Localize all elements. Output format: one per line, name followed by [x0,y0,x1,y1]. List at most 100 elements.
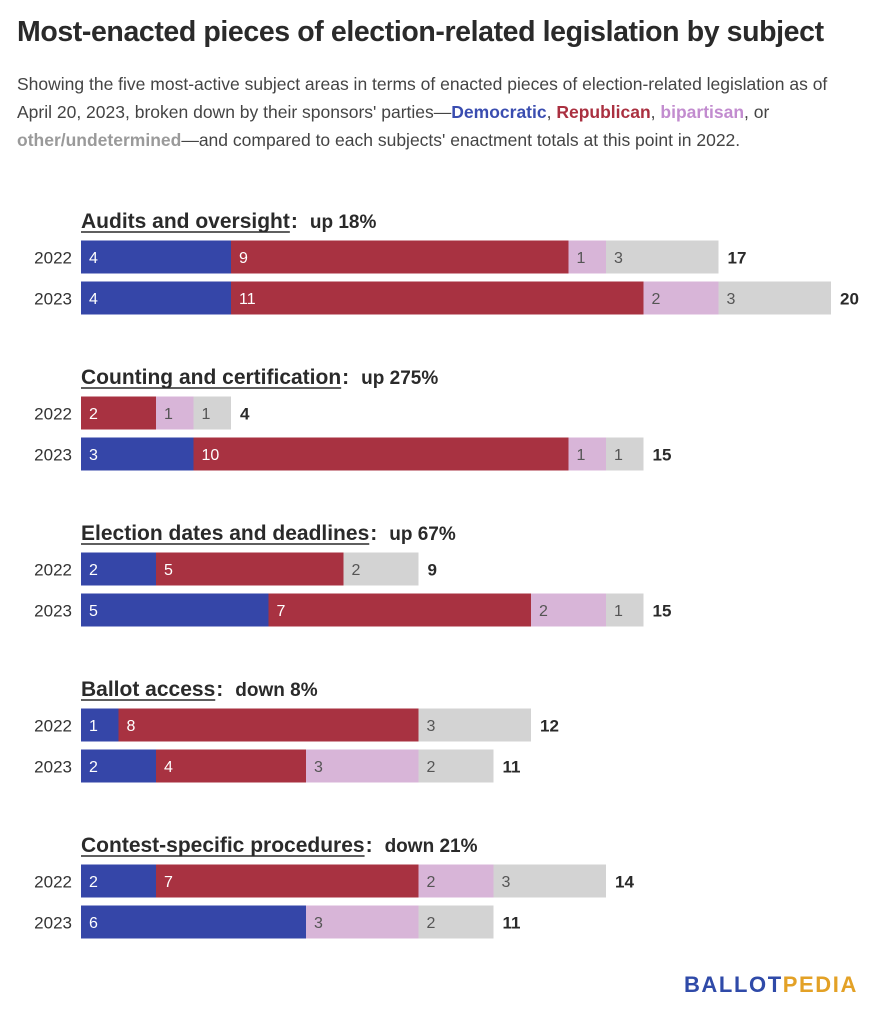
segment-value-label: 4 [89,250,98,267]
segment-value-label: 2 [89,874,98,891]
bar-segment-democratic [81,905,306,939]
bar-segment-other [418,749,494,783]
segment-value-label: 1 [614,603,623,620]
segment-value-label: 3 [502,874,511,891]
bar-segment-democratic [81,593,269,627]
segment-value-label: 2 [89,406,98,423]
bar-segment-republican [156,864,419,898]
bar-segment-democratic [81,240,231,274]
segment-value-label: 2 [352,562,361,579]
segment-value-label: 1 [577,447,586,464]
change-label: up 18% [310,212,377,233]
segment-value-label: 3 [89,447,98,464]
bar-total-label: 11 [503,914,521,933]
segment-value-label: 2 [427,915,436,932]
year-label: 2023 [34,446,72,465]
bar-total-label: 9 [428,561,437,580]
bar-segment-republican [193,437,569,471]
bar-segment-other [606,240,719,274]
bar-segment-bipartisan [643,281,719,315]
bar-segment-democratic [81,552,156,586]
bar-segment-other [493,864,606,898]
segment-value-label: 2 [89,562,98,579]
bar-segment-bipartisan [568,240,606,274]
legend-bipartisan: bipartisan [660,102,745,122]
logo-ballot: BALLOT [683,972,783,997]
bar-segment-other [606,437,644,471]
segment-value-label: 2 [89,759,98,776]
bar-segment-democratic [81,864,156,898]
year-label: 2022 [34,249,72,268]
stacked-bar-chart: Audits and oversight: up 18%2022 4 9 1 3 17202… [34,210,859,939]
change-label: up 67% [389,524,456,545]
segment-value-label: 8 [127,718,136,735]
year-label: 2022 [34,405,72,424]
bar-segment-republican [156,749,306,783]
bar-segment-democratic [81,708,119,742]
segment-value-label: 1 [164,406,173,423]
segment-value-label: 1 [202,406,211,423]
bar-total-label: 12 [540,717,559,736]
bar-segment-republican [231,240,569,274]
segment-value-label: 4 [164,759,173,776]
year-label: 2023 [34,602,72,621]
bar-segment-other [343,552,419,586]
change-label: down 8% [235,680,317,701]
year-label: 2023 [34,290,72,309]
bar-segment-bipartisan [531,593,606,627]
subtitle-separator: , [546,102,557,122]
bar-segment-republican [81,396,156,430]
subject-colon: : [366,834,373,857]
legend-other: other/undetermined [17,130,182,150]
bar-segment-bipartisan [156,396,194,430]
subject-label: Ballot access [81,678,215,701]
bar-total-label: 14 [615,873,634,892]
bar-segment-bipartisan [568,437,606,471]
logo-pedia: PEDIA [782,972,858,997]
segment-value-label: 1 [89,718,98,735]
subtitle-text: —and compared to each subjects' enactmen… [181,130,741,150]
legend-republican: Republican [556,102,651,122]
bar-segment-bipartisan [418,864,494,898]
segment-value-label: 11 [239,291,256,308]
segment-value-label: 2 [427,759,436,776]
segment-value-label: 6 [89,915,98,932]
legend-democratic: Democratic [451,102,547,122]
bar-segment-other [193,396,231,430]
segment-value-label: 3 [614,250,623,267]
bar-segment-republican [118,708,419,742]
bar-segment-other [418,905,494,939]
bar-segment-other [606,593,644,627]
bar-segment-democratic [81,749,156,783]
subtitle-text: Showing the five most-active subject are… [17,74,828,122]
bar-segment-republican [231,281,644,315]
subject-label: Contest-specific procedures [81,834,365,857]
segment-value-label: 7 [277,603,286,620]
segment-value-label: 5 [89,603,98,620]
subject-label: Counting and certification [81,366,341,389]
bar-segment-other [418,708,531,742]
year-label: 2022 [34,717,72,736]
bar-segment-republican [268,593,531,627]
bar-segment-bipartisan [306,749,419,783]
change-label: up 275% [361,368,438,389]
subject-colon: : [342,366,349,389]
subject-label: Election dates and deadlines [81,522,369,545]
year-label: 2023 [34,758,72,777]
bar-total-label: 15 [653,446,672,465]
subject-colon: : [216,678,223,701]
change-label: down 21% [385,836,478,857]
subject-colon: : [291,210,298,233]
chart-subtitle: Showing the five most-active subject are… [17,70,847,154]
segment-value-label: 5 [164,562,173,579]
bar-total-label: 15 [653,602,672,621]
segment-value-label: 3 [314,915,323,932]
bar-segment-democratic [81,281,231,315]
segment-value-label: 10 [202,447,220,464]
segment-value-label: 3 [314,759,323,776]
ballotpedia-logo: BALLOTPEDIA [684,972,858,998]
segment-value-label: 3 [427,718,436,735]
year-label: 2022 [34,561,72,580]
year-label: 2022 [34,873,72,892]
chart-title: Most-enacted pieces of election-related … [17,16,824,48]
